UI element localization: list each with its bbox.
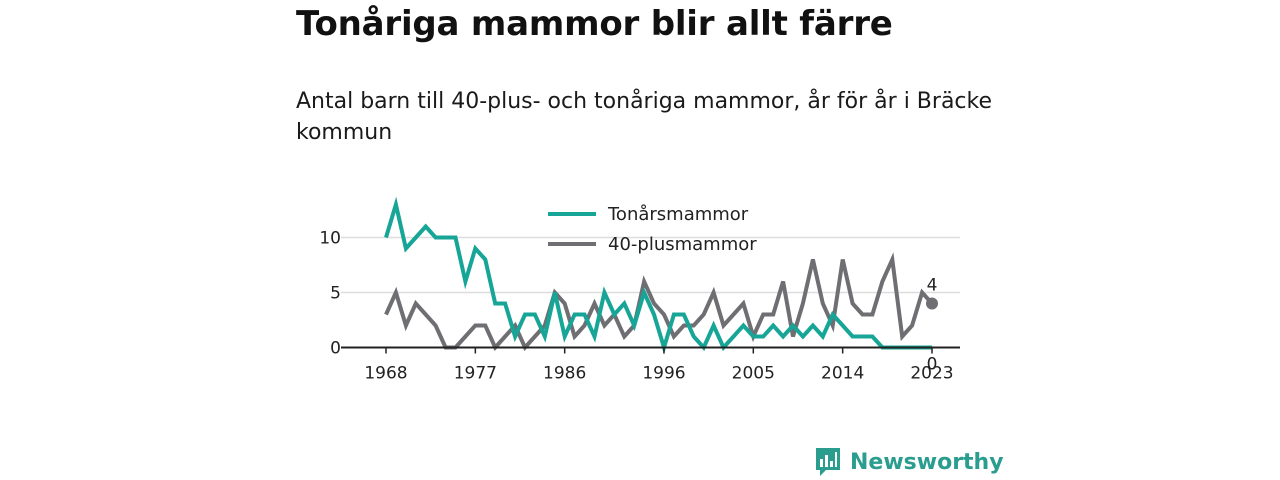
x-tick-label-1968: 1968: [364, 364, 407, 384]
end-label-value: 0: [927, 355, 938, 375]
y-tick-label-10: 10: [319, 229, 341, 249]
end-labels: 40: [926, 276, 938, 375]
end-marker-40-plusmammor: [926, 297, 938, 310]
line-chart: 1968 1977 1986 1996 2005 2014 2023 0 5 10 Tonårs…: [319, 196, 960, 384]
end-label-value: 4: [927, 276, 938, 296]
legend-label-1: 40-plusmammor: [608, 234, 757, 255]
x-tick-label-1977: 1977: [454, 364, 497, 384]
x-tick-label-2014: 2014: [821, 364, 864, 384]
y-axis: 0 5 10: [319, 229, 341, 359]
newsworthy-brand: Newsworthy: [814, 446, 1004, 478]
x-tick-label-1986: 1986: [543, 364, 586, 384]
legend-label-0: Tonårsmammor: [607, 204, 749, 225]
series-lines: [384, 196, 934, 355]
series-line-40-plusmammor: [384, 252, 934, 352]
brand-name: Newsworthy: [850, 449, 1004, 475]
x-tick-label-2023: 2023: [910, 364, 953, 384]
x-tick-label-2005: 2005: [732, 364, 775, 384]
y-tick-label-5: 5: [330, 284, 341, 304]
chart-title: Tonåriga mammor blir allt färre: [296, 4, 893, 44]
legend: Tonårsmammor 40-plusmammor: [548, 204, 757, 255]
x-axis: 1968 1977 1986 1996 2005 2014 2023: [341, 346, 960, 384]
series-line-ton-rsmammor: [384, 196, 932, 355]
x-tick-label-1996: 1996: [642, 364, 685, 384]
newsworthy-logo-icon: [816, 448, 840, 476]
chart-subtitle: Antal barn till 40-plus- och tonåriga ma…: [296, 89, 993, 145]
y-tick-label-0: 0: [330, 339, 341, 359]
